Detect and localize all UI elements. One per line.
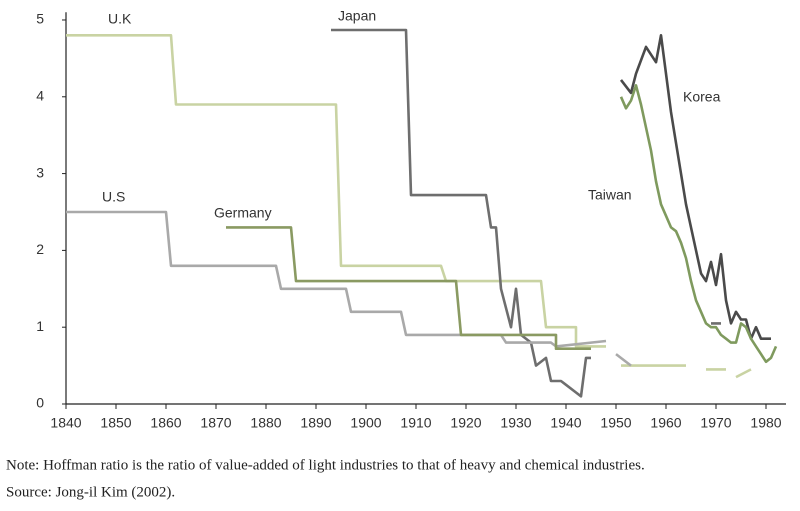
series-line	[619, 34, 771, 340]
x-tick-label: 1920	[450, 415, 481, 431]
y-tick-label: 1	[36, 318, 44, 334]
x-tick-label: 1910	[400, 415, 431, 431]
x-tick-label: 1930	[500, 415, 531, 431]
series-label: Japan	[338, 8, 376, 24]
x-tick-label: 1840	[50, 415, 81, 431]
source: Source: Jong-il Kim (2002).	[6, 484, 175, 500]
x-tick-label: 1860	[150, 415, 181, 431]
series-line	[66, 210, 632, 367]
series-line	[619, 84, 778, 364]
x-tick-label: 1950	[600, 415, 631, 431]
series-label: Korea	[683, 89, 721, 105]
x-tick-label: 1970	[700, 415, 731, 431]
x-tick-label: 1870	[200, 415, 231, 431]
y-tick-label: 3	[36, 164, 44, 180]
series-line	[226, 226, 591, 350]
note: Note: Hoffman ratio is the ratio of valu…	[6, 457, 645, 473]
series-line	[331, 28, 721, 398]
x-tick-label: 1940	[550, 415, 581, 431]
series-label: U.K	[108, 11, 132, 27]
series-line	[66, 34, 752, 379]
x-tick-label: 1960	[650, 415, 681, 431]
x-tick-label: 1850	[100, 415, 131, 431]
series-label: Taiwan	[588, 187, 632, 203]
y-tick-label: 0	[36, 395, 44, 411]
x-tick-label: 1890	[300, 415, 331, 431]
x-tick-label: 1900	[350, 415, 381, 431]
series-label: U.S	[102, 189, 125, 205]
x-tick-label: 1880	[250, 415, 281, 431]
y-tick-label: 5	[36, 11, 44, 27]
y-tick-label: 2	[36, 241, 44, 257]
x-tick-label: 1980	[750, 415, 781, 431]
y-tick-label: 4	[36, 87, 44, 103]
series-label: Germany	[214, 205, 272, 221]
